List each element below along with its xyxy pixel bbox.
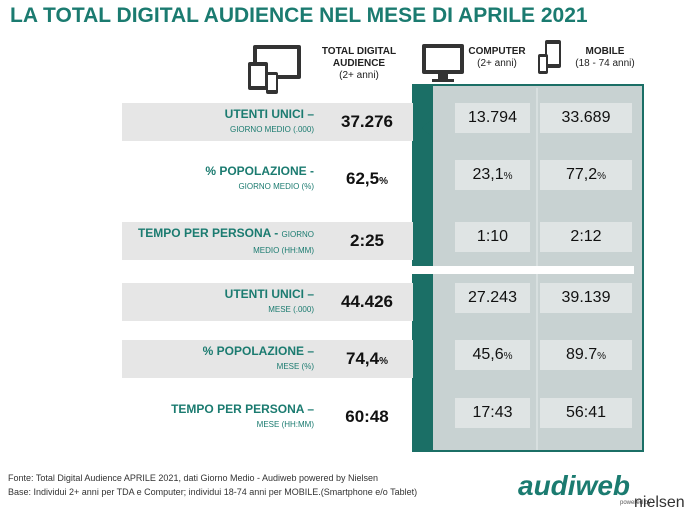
row-sub: MESE (%) — [276, 362, 314, 371]
row-title: UTENTI UNICI – — [224, 287, 314, 301]
row-title: TEMPO PER PERSONA – — [171, 402, 314, 416]
column-header: MOBILE (18 - 74 anni) — [565, 46, 645, 70]
value-box: 89.7% — [540, 340, 632, 370]
logo: audiweb — [518, 470, 631, 501]
row-sub: GIORNO MEDIO (%) — [238, 182, 314, 191]
column-label: MOBILE — [585, 46, 625, 57]
row-label: TEMPO PER PERSONA – MESE (HH:MM) — [122, 402, 314, 432]
tda-value: 37.276 — [341, 112, 393, 131]
value-box: 1:10 — [455, 222, 530, 252]
value-box: 13.794 — [455, 103, 530, 133]
column-sub: (2+ anni) — [477, 58, 517, 69]
row-sub: MESE (.000) — [268, 305, 314, 314]
column-header: COMPUTER (2+ anni) — [462, 46, 532, 70]
column-label: COMPUTER — [468, 46, 526, 57]
tda-value: 62,5% — [346, 169, 388, 188]
footer-line: Fonte: Total Digital Audience APRILE 202… — [8, 473, 379, 483]
value-box: 33.689 — [540, 103, 632, 133]
title: LA TOTAL DIGITAL AUDIENCE NEL MESE DI AP… — [10, 4, 588, 27]
row-sub: MESE (HH:MM) — [256, 420, 314, 429]
column-header: TOTAL DIGITAL AUDIENCE (2+ anni) — [315, 46, 403, 82]
row-sub: GIORNO MEDIO (.000) — [229, 125, 314, 134]
value-box: 2:12 — [540, 222, 632, 252]
row-title: TEMPO PER PERSONA - — [137, 226, 279, 240]
tda-value: 60:48 — [345, 407, 389, 426]
tda-value: 74,4% — [346, 349, 388, 368]
row-label: % POPOLAZIONE - GIORNO MEDIO (%) — [122, 164, 314, 194]
value-box: 17:43 — [455, 398, 530, 428]
tda-value: 2:25 — [349, 231, 385, 250]
value-box: 23,1% — [455, 160, 530, 190]
row-label: TEMPO PER PERSONA - GIORNO MEDIO (HH:MM) — [122, 226, 314, 258]
column-label: TOTAL DIGITAL AUDIENCE — [321, 46, 397, 69]
value-box: 27.243 — [455, 283, 530, 313]
row-title: % POPOLAZIONE – — [202, 344, 314, 358]
row-band — [122, 340, 413, 378]
logo-brand: nielsen — [634, 494, 685, 511]
footer-line: Base: Individui 2+ anni per TDA e Comput… — [8, 487, 418, 497]
logo-powered: powered by — [620, 500, 652, 506]
row-band — [122, 103, 413, 141]
row-sub: GIORNO MEDIO (HH:MM) — [253, 230, 314, 255]
column-sub: (2+ anni) — [339, 70, 379, 81]
row-band — [122, 222, 413, 260]
value-box: 77,2% — [540, 160, 632, 190]
separator — [122, 266, 634, 274]
value-box: 45,6% — [455, 340, 530, 370]
tda-value: 44.426 — [341, 292, 393, 311]
row-label: % POPOLAZIONE – MESE (%) — [122, 344, 314, 374]
column-sub: (18 - 74 anni) — [575, 58, 635, 69]
row-label: UTENTI UNICI – GIORNO MEDIO (.000) — [122, 107, 314, 137]
row-band — [122, 283, 413, 321]
value-box: 56:41 — [540, 398, 632, 428]
row-title: % POPOLAZIONE - — [205, 164, 314, 178]
row-title: UTENTI UNICI – — [224, 107, 314, 121]
value-box: 39.139 — [540, 283, 632, 313]
row-label: UTENTI UNICI – MESE (.000) — [122, 287, 314, 317]
